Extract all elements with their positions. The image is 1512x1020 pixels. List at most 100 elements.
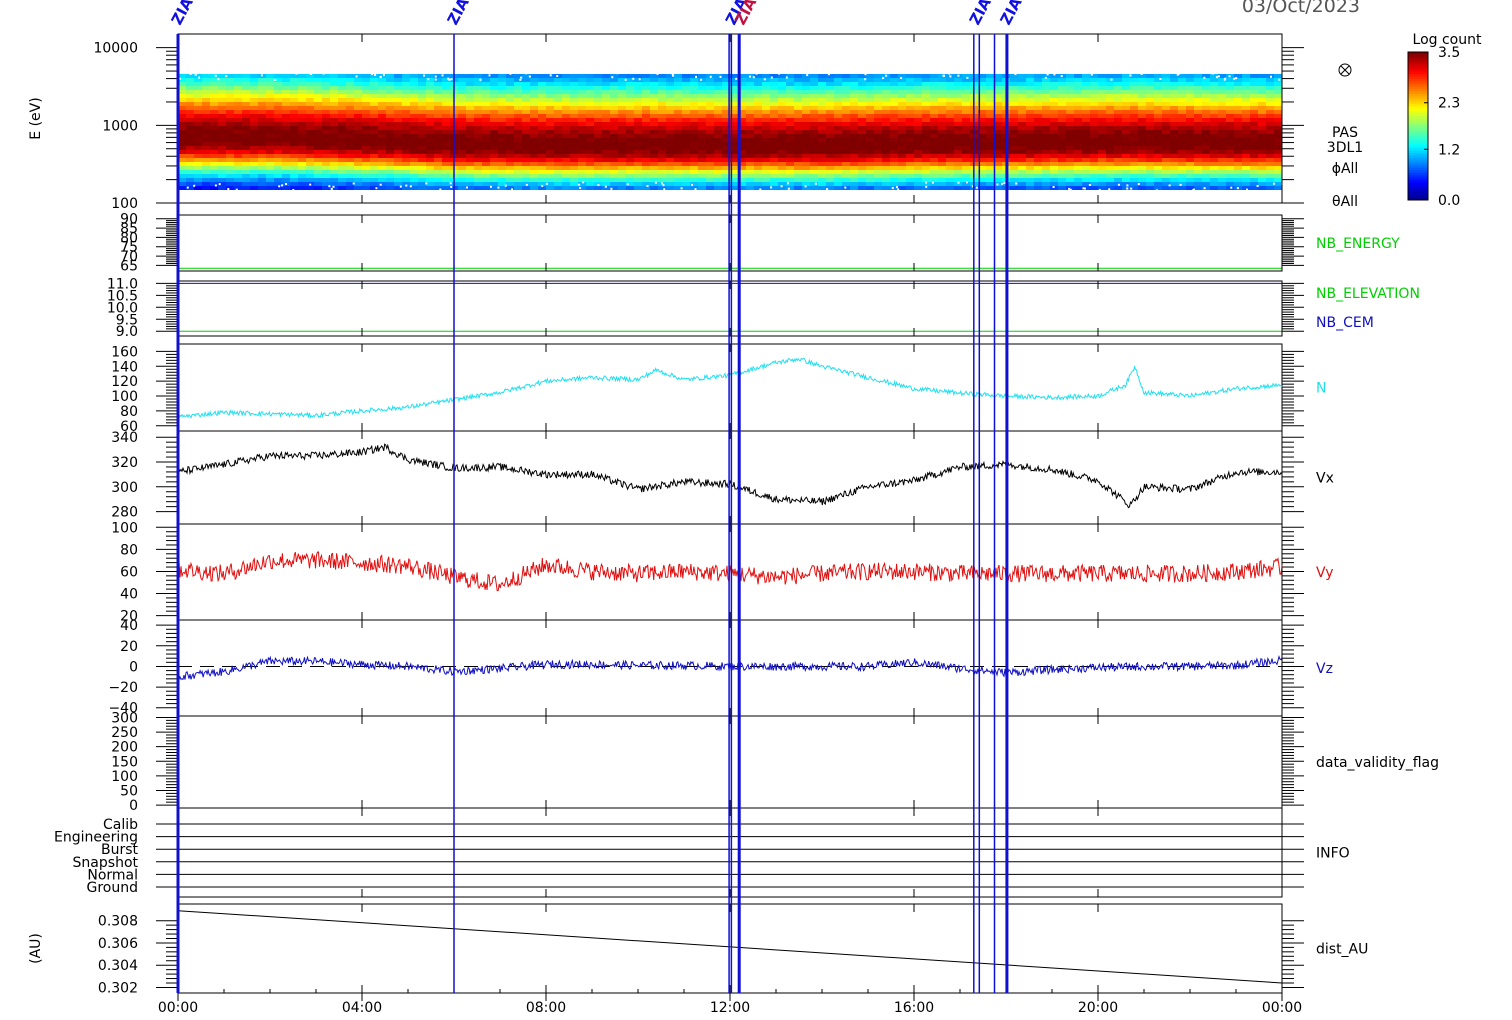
spectrogram-cell	[1058, 182, 1066, 186]
spectrogram-cell	[770, 102, 778, 106]
spectrogram-cell	[1026, 174, 1034, 178]
spectrogram-cell	[1202, 98, 1210, 102]
spectrogram-cell	[346, 90, 354, 94]
event-marker-label: ZIAS	[168, 0, 202, 28]
spectrogram-cell	[666, 114, 674, 118]
spectrogram-cell	[1146, 154, 1154, 158]
spectrogram-cell	[802, 90, 810, 94]
spectrogram-cell	[1274, 154, 1282, 158]
spectrogram-cell	[826, 138, 834, 142]
sparse-pixel	[423, 74, 426, 77]
spectrogram-cell	[810, 86, 818, 90]
spectrogram-cell	[290, 118, 298, 122]
spectrogram-cell	[1042, 166, 1050, 170]
sparse-pixel	[1126, 187, 1129, 190]
spectrogram-cell	[1018, 110, 1026, 114]
sparse-pixel	[1052, 186, 1055, 188]
spectrogram-cell	[298, 178, 306, 182]
spectrogram-cell	[954, 166, 962, 170]
spectrogram-cell	[754, 98, 762, 102]
spectrogram-cell	[1242, 146, 1250, 150]
spectrogram-cell	[578, 86, 586, 90]
spectrogram-cell	[466, 94, 474, 98]
spectrogram-cell	[1018, 82, 1026, 86]
spectrogram-cell	[1178, 146, 1186, 150]
spectrogram-cell	[1042, 90, 1050, 94]
spectrogram-cell	[562, 178, 570, 182]
sparse-pixel	[1090, 73, 1093, 76]
spectrogram-cell	[1114, 94, 1122, 98]
spectrogram-cell	[1098, 186, 1106, 190]
spectrogram-cell	[354, 78, 362, 82]
spectrogram-cell	[890, 118, 898, 122]
spectrogram-cell	[1226, 170, 1234, 174]
sparse-pixel	[1129, 74, 1132, 77]
spectrogram-cell	[1074, 154, 1082, 158]
spectrogram-cell	[1130, 118, 1138, 122]
spectrogram-cell	[506, 134, 514, 138]
spectrogram-cell	[362, 154, 370, 158]
spectrogram-cell	[1010, 162, 1018, 166]
spectrogram-cell	[578, 186, 586, 190]
spectrogram-cell	[914, 90, 922, 94]
spectrogram-cell	[754, 110, 762, 114]
spectrogram-cell	[770, 186, 778, 190]
spectrogram-cell	[522, 178, 530, 182]
spectrogram-cell	[946, 86, 954, 90]
spectrogram-cell	[866, 102, 874, 106]
spectrogram-cell	[546, 86, 554, 90]
spectrogram-cell	[1010, 98, 1018, 102]
spectrogram-cell	[1138, 186, 1146, 190]
spectrogram-cell	[738, 154, 746, 158]
spectrogram-cell	[762, 150, 770, 154]
spectrogram-cell	[882, 174, 890, 178]
spectrogram-cell	[714, 126, 722, 130]
spectrogram-cell	[426, 150, 434, 154]
spectrogram-cell	[1178, 110, 1186, 114]
spectrogram-cell	[578, 82, 586, 86]
spectrogram-cell	[1042, 86, 1050, 90]
spectrogram-cell	[1154, 86, 1162, 90]
spectrogram-cell	[746, 142, 754, 146]
spectrogram-cell	[1122, 94, 1130, 98]
spectrogram-cell	[714, 114, 722, 118]
spectrogram-cell	[762, 102, 770, 106]
spectrogram-cell	[1250, 86, 1258, 90]
spectrogram-cell	[474, 122, 482, 126]
spectrogram-cell	[682, 142, 690, 146]
spectrogram-cell	[1274, 142, 1282, 146]
spectrogram-cell	[1122, 134, 1130, 138]
spectrogram-cell	[962, 74, 970, 78]
spectrogram-cell	[730, 182, 738, 186]
sparse-pixel	[1203, 187, 1206, 190]
spectrogram-cell	[466, 114, 474, 118]
spectrogram-cell	[1138, 110, 1146, 114]
spectrogram-cell	[226, 138, 234, 142]
spectrogram-cell	[1066, 110, 1074, 114]
spectrogram-cell	[834, 102, 842, 106]
spectrogram-cell	[874, 86, 882, 90]
spectrogram-cell	[418, 138, 426, 142]
spectrogram-cell	[1066, 86, 1074, 90]
spectrogram-cell	[194, 118, 202, 122]
spectrogram-cell	[1154, 150, 1162, 154]
spectrogram-cell	[250, 174, 258, 178]
spectrogram-cell	[674, 126, 682, 130]
spectrogram-cell	[466, 174, 474, 178]
spectrogram-cell	[698, 146, 706, 150]
spectrogram-cell	[594, 82, 602, 86]
panel-frame	[177, 715, 1283, 809]
spectrogram-cell	[250, 166, 258, 170]
spectrogram-cell	[690, 162, 698, 166]
spectrogram-cell	[930, 138, 938, 142]
sparse-pixel	[1130, 187, 1133, 190]
spectrogram-cell	[858, 158, 866, 162]
spectrogram-cell	[186, 130, 194, 134]
spectrogram-cell	[562, 134, 570, 138]
spectrogram-cell	[1090, 142, 1098, 146]
spectrogram-cell	[466, 106, 474, 110]
sparse-pixel	[885, 74, 888, 77]
spectrogram-cell	[762, 170, 770, 174]
spectrogram-cell	[866, 150, 874, 154]
spectrogram-cell	[570, 146, 578, 150]
